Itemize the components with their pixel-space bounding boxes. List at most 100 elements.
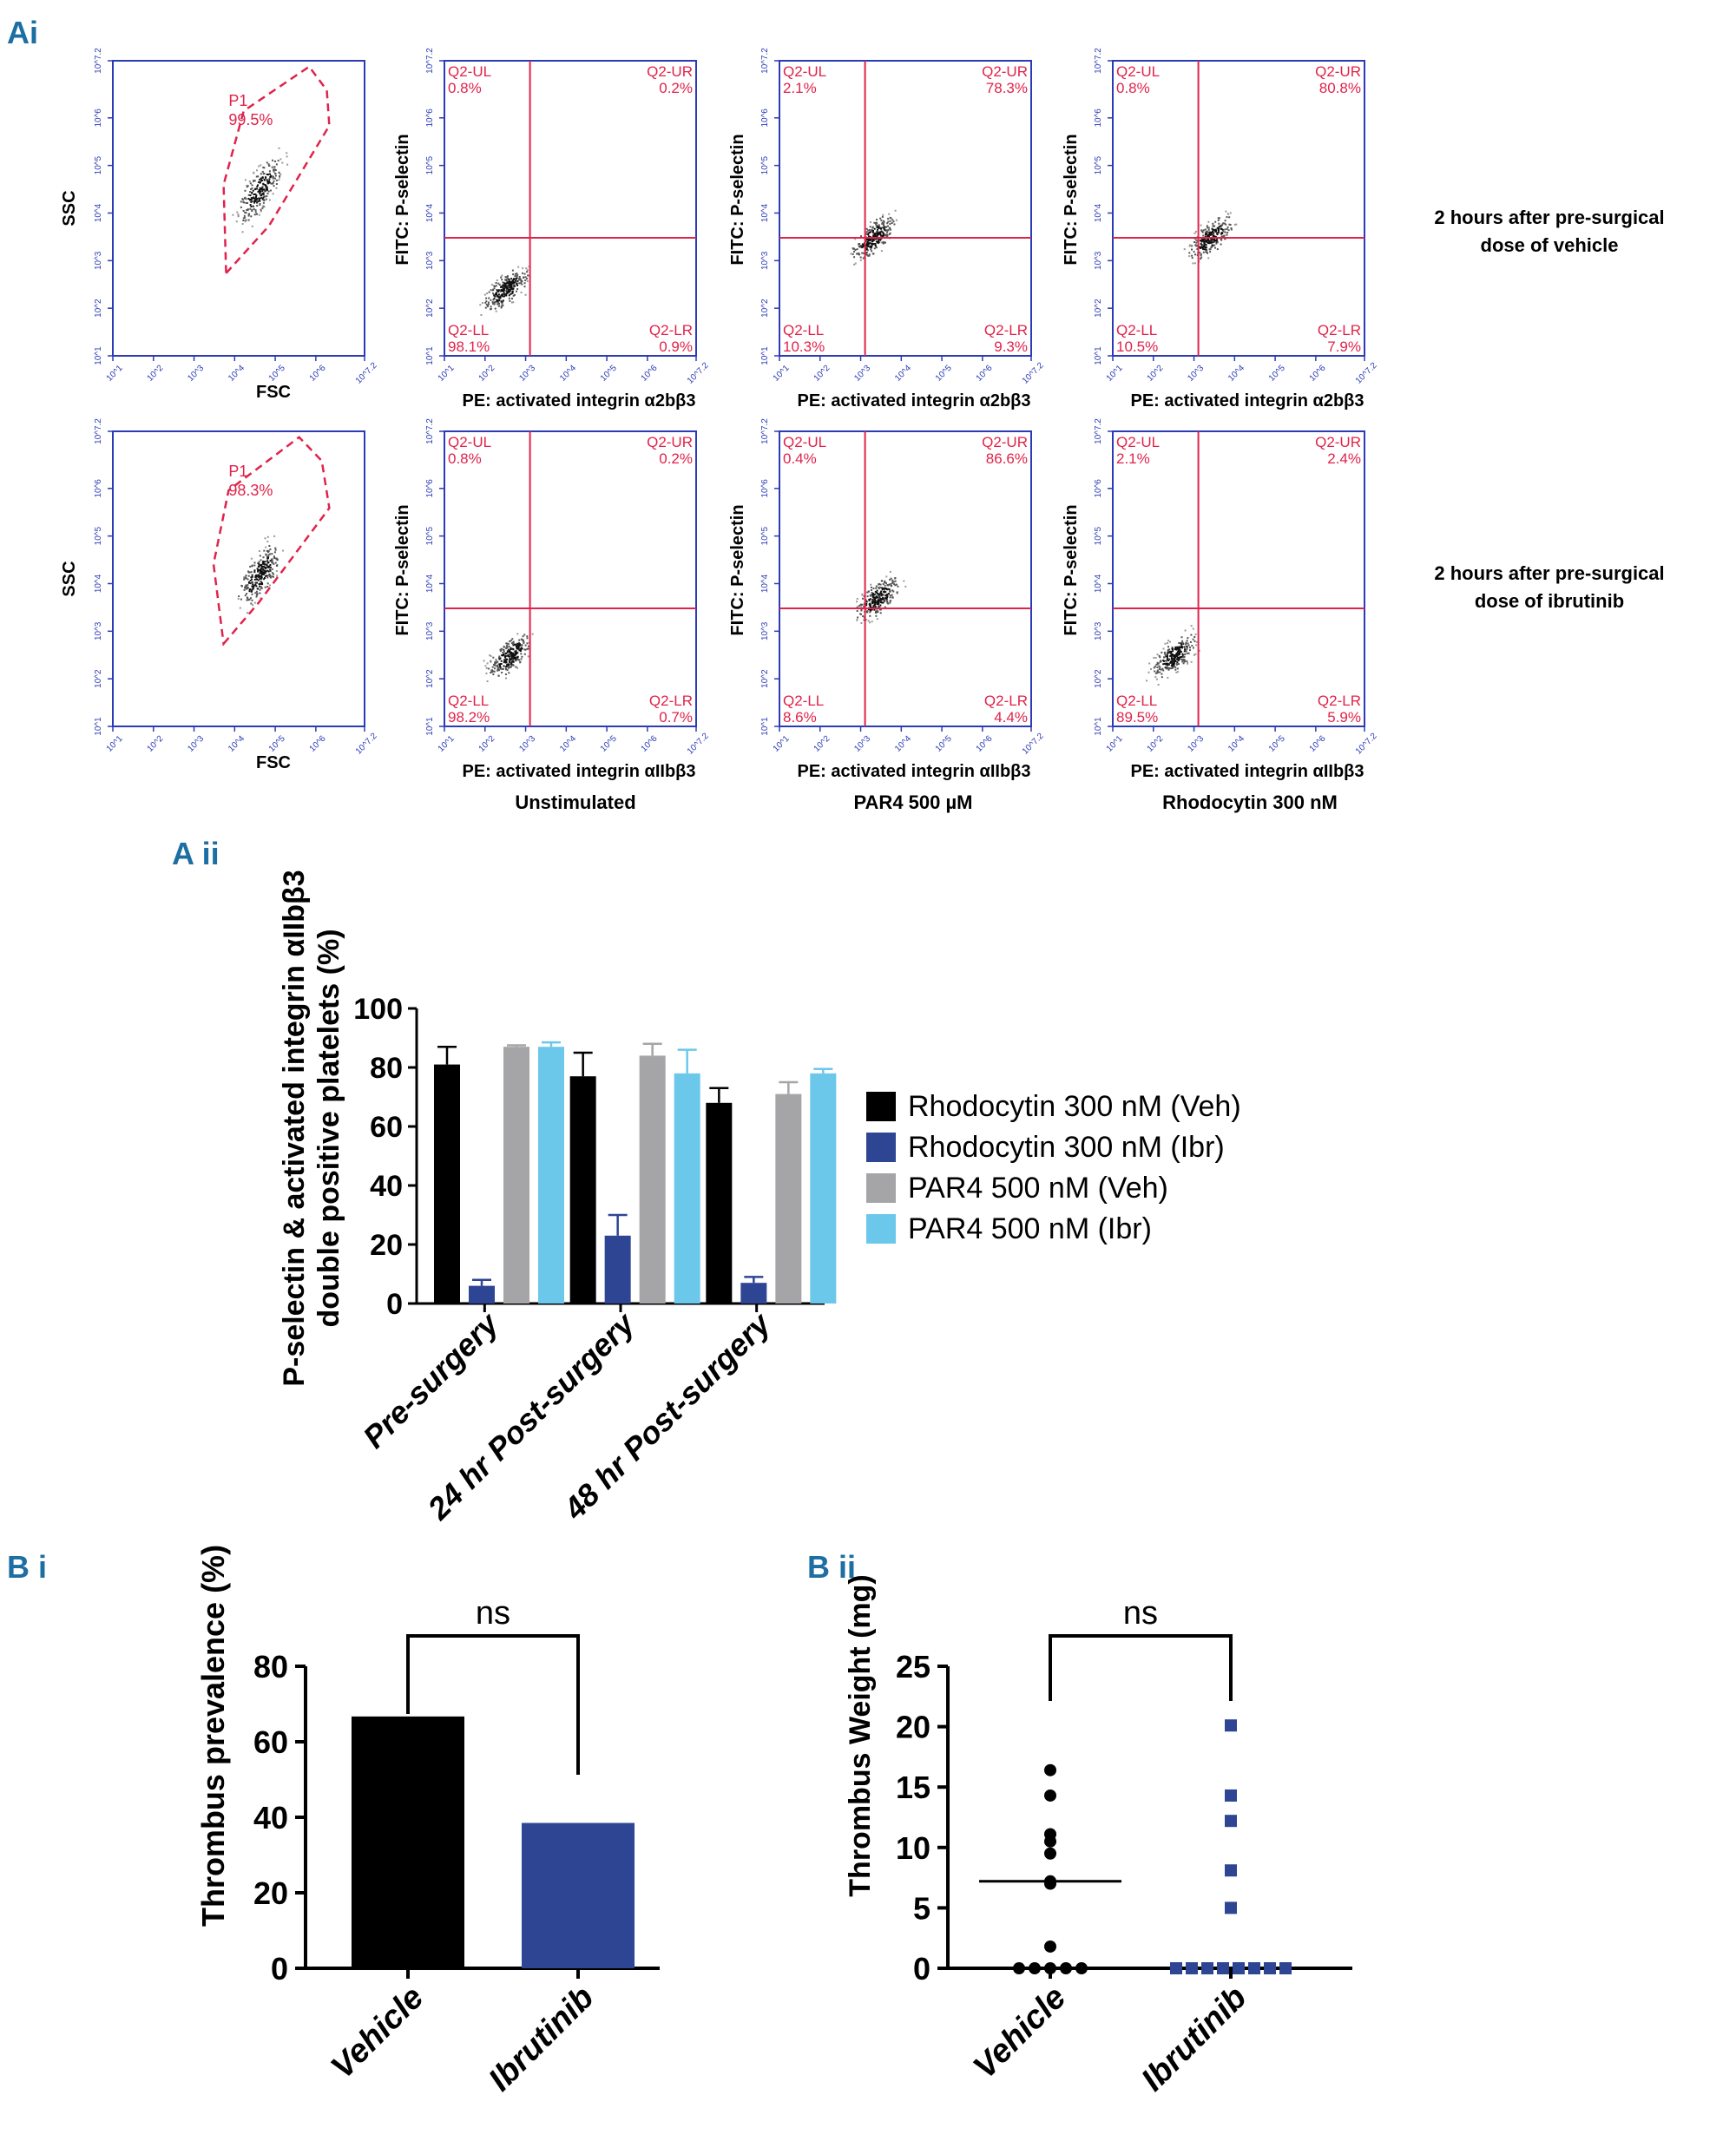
x-tick-label: 10^6	[308, 733, 328, 753]
event-dot	[884, 591, 887, 594]
event-dot	[275, 179, 278, 181]
event-dot	[265, 554, 267, 556]
event-dot	[1175, 662, 1178, 665]
event-dot	[502, 286, 504, 289]
event-dot	[1208, 248, 1211, 251]
event-dot	[505, 279, 508, 281]
event-dot	[258, 563, 260, 566]
event-dot	[880, 594, 883, 597]
event-dot	[1176, 658, 1179, 660]
y-tick-label: 10^6	[1094, 479, 1103, 498]
event-dot	[260, 559, 262, 561]
event-dot	[1156, 653, 1159, 656]
event-dot	[881, 598, 884, 601]
y-tick-label: 80	[253, 1649, 288, 1684]
event-dot	[878, 606, 881, 608]
event-dot	[263, 206, 266, 208]
event-dot	[890, 585, 892, 588]
event-dot	[516, 282, 518, 285]
event-dot	[884, 226, 885, 228]
event-dot	[497, 667, 500, 670]
event-dot	[244, 594, 247, 597]
event-dot	[1193, 653, 1195, 656]
event-dot	[1192, 647, 1194, 649]
event-dot	[252, 583, 254, 586]
event-dot	[488, 667, 490, 670]
event-dot	[496, 295, 499, 298]
event-dot	[512, 294, 515, 297]
event-dot	[265, 184, 267, 187]
event-dot	[514, 273, 516, 275]
event-dot	[485, 297, 488, 299]
event-dot	[1202, 234, 1205, 237]
event-dot	[869, 598, 871, 601]
event-dot	[1168, 648, 1171, 651]
bar-vehicle	[352, 1716, 464, 1968]
y-tick-label: 80	[370, 1052, 403, 1085]
event-dot	[250, 602, 253, 605]
event-dot	[1200, 240, 1201, 242]
row1-label-line2: dose of vehicle	[1481, 234, 1619, 256]
event-dot	[1230, 228, 1233, 231]
event-dot	[1167, 642, 1168, 644]
event-dot	[264, 561, 266, 563]
q-lr-name: Q2-LR	[984, 322, 1028, 338]
flow-plot-r1-c4: 10^110^110^210^210^310^310^410^410^510^5…	[1062, 48, 1379, 410]
event-dot	[878, 588, 880, 589]
event-dot	[274, 561, 277, 564]
event-dot	[516, 280, 519, 282]
event-dot	[253, 207, 255, 210]
plot-frame	[112, 430, 365, 727]
event-dot	[515, 660, 517, 662]
q-lr-name: Q2-LR	[649, 322, 693, 338]
event-dot	[526, 278, 528, 280]
event-dot	[496, 294, 498, 297]
y-tick-label: 10^2	[425, 299, 435, 318]
event-dot	[1221, 233, 1224, 234]
event-dot	[1155, 678, 1158, 680]
event-dot	[511, 655, 514, 658]
y-tick-label: 10^5	[1094, 156, 1103, 175]
event-dot	[1204, 243, 1207, 246]
event-dot	[506, 650, 509, 653]
event-dot	[1187, 644, 1190, 647]
event-dot	[1161, 667, 1164, 670]
event-dot	[850, 253, 852, 255]
event-dot	[888, 213, 891, 215]
event-dot	[254, 200, 257, 202]
event-dot	[496, 666, 499, 668]
event-dot	[496, 289, 498, 292]
fitc-axis-label: FITC: P-selectin	[393, 134, 412, 265]
event-dot	[503, 650, 505, 653]
point-ibrutinib-6	[1170, 1962, 1182, 1974]
event-dot	[514, 650, 516, 653]
y-tick-label: 5	[913, 1890, 930, 1926]
event-dot	[511, 269, 514, 272]
event-dot	[254, 583, 257, 586]
event-dot	[880, 219, 883, 221]
event-dot	[263, 199, 266, 201]
q-lr-name: Q2-LR	[1318, 693, 1361, 709]
event-dot	[868, 238, 871, 240]
event-dot	[876, 601, 878, 603]
event-dot	[878, 601, 880, 603]
event-dot	[1154, 665, 1156, 667]
event-dot	[254, 581, 257, 584]
event-dot	[1207, 220, 1210, 223]
event-dot	[857, 253, 859, 255]
event-dot	[1162, 660, 1165, 661]
event-dot	[1204, 233, 1207, 235]
event-dot	[269, 570, 272, 572]
event-dot	[879, 601, 882, 603]
event-dot	[506, 285, 509, 287]
event-dot	[879, 233, 882, 235]
event-dot	[860, 235, 862, 238]
event-dot	[495, 293, 496, 296]
event-dot	[253, 201, 256, 204]
event-dot	[494, 307, 496, 310]
event-dot	[490, 299, 492, 301]
bar-1-3	[706, 1102, 733, 1304]
event-dot	[262, 194, 265, 196]
event-dot	[886, 235, 889, 238]
event-dot	[1167, 660, 1169, 661]
